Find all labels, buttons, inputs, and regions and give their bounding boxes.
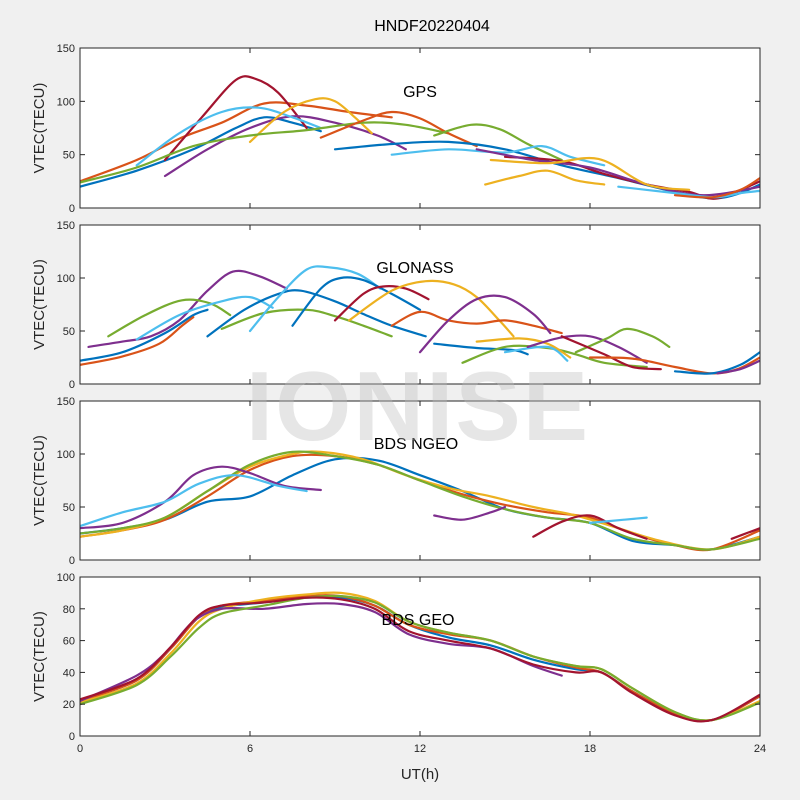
series-line (135, 106, 322, 167)
y-tick-label: 0 (69, 555, 75, 567)
x-tick-label: 12 (414, 743, 426, 755)
series-line (673, 177, 760, 199)
y-tick-label: 50 (63, 326, 75, 338)
series-line (484, 169, 606, 186)
series-group (80, 450, 760, 552)
series-line (475, 148, 760, 197)
y-tick-label: 80 (63, 604, 75, 616)
series-line (390, 310, 563, 335)
panel-label: BDS NGEO (374, 436, 458, 453)
series-line (526, 334, 648, 364)
series-line (80, 474, 308, 528)
series-line (87, 269, 288, 348)
y-tick-label: 150 (57, 43, 75, 55)
panel-label: BDS GEO (382, 612, 455, 629)
y-tick-label: 150 (57, 220, 75, 232)
y-axis-label: VTEC(TECU) (31, 83, 48, 174)
series-line (560, 335, 662, 371)
series-line (80, 121, 450, 184)
series-group (80, 75, 760, 200)
x-tick-label: 18 (584, 743, 596, 755)
y-axis-label: VTEC(TECU) (31, 435, 48, 526)
y-tick-label: 50 (63, 502, 75, 514)
x-tick-label: 6 (247, 743, 253, 755)
series-line (461, 344, 648, 369)
series-line (333, 285, 430, 322)
series-line (80, 450, 760, 551)
x-tick-label: 24 (754, 743, 766, 755)
panel-bds-ngeo: 0 50 100 150 VTEC(TECU) BDS NGEO (31, 396, 761, 567)
series-line (433, 505, 507, 521)
watermark-text: IONISE (246, 351, 590, 461)
series-line (433, 123, 563, 162)
series-line (80, 308, 209, 362)
y-axis-label: VTEC(TECU) (31, 259, 48, 350)
y-tick-label: 20 (63, 699, 75, 711)
panels: 0 50 100 150 VTEC(TECU) GPS 0 50 100 150 VTEC(TECU… (31, 43, 766, 755)
series-line (80, 594, 760, 722)
series-line (319, 110, 478, 148)
series-line (80, 116, 322, 188)
x-tick-label: 0 (77, 743, 83, 755)
series-line (135, 295, 274, 341)
series-group (80, 591, 760, 723)
panel-glonass: 0 50 100 150 VTEC(TECU) GLONASS (31, 220, 761, 391)
y-tick-label: 50 (63, 150, 75, 162)
series-line (80, 465, 322, 530)
series-line (475, 337, 572, 359)
series-line (80, 456, 760, 551)
figure-title: HNDF20220404 (374, 18, 490, 35)
plot-area (80, 577, 760, 736)
series-line (503, 345, 569, 362)
panel-gps: 0 50 100 150 VTEC(TECU) GPS (31, 43, 761, 215)
y-tick-label: 0 (69, 203, 75, 215)
y-tick-label: 100 (57, 449, 75, 461)
panel-bds-geo: 0 20 40 60 80 100 0 6 12 18 24 VTEC(TECU) BDS GEO (31, 572, 766, 755)
series-line (673, 351, 760, 375)
series-line (588, 516, 648, 524)
y-tick-label: 100 (57, 273, 75, 285)
x-axis-label: UT(h) (401, 766, 439, 783)
series-line (248, 265, 382, 333)
series-line (248, 97, 373, 143)
series-line (532, 514, 648, 540)
series-line (291, 276, 422, 327)
y-tick-label: 100 (57, 572, 75, 584)
series-line (80, 101, 393, 183)
series-line (390, 144, 606, 167)
series-line (418, 294, 552, 354)
y-axis-label: VTEC(TECU) (31, 611, 48, 702)
panel-label: GLONASS (376, 260, 453, 277)
series-line (206, 289, 427, 338)
y-tick-label: 0 (69, 731, 75, 743)
series-line (574, 327, 671, 354)
y-tick-label: 100 (57, 96, 75, 108)
series-line (489, 156, 691, 191)
series-group (80, 265, 760, 375)
y-tick-label: 40 (63, 667, 75, 679)
series-line (730, 527, 760, 540)
series-line (107, 298, 232, 338)
series-line (716, 359, 760, 375)
series-line (80, 596, 760, 723)
panel-label: GPS (403, 84, 437, 101)
y-tick-label: 0 (69, 379, 75, 391)
y-tick-label: 150 (57, 396, 75, 408)
series-line (80, 316, 195, 366)
y-tick-label: 60 (63, 636, 75, 648)
series-line (220, 308, 393, 338)
